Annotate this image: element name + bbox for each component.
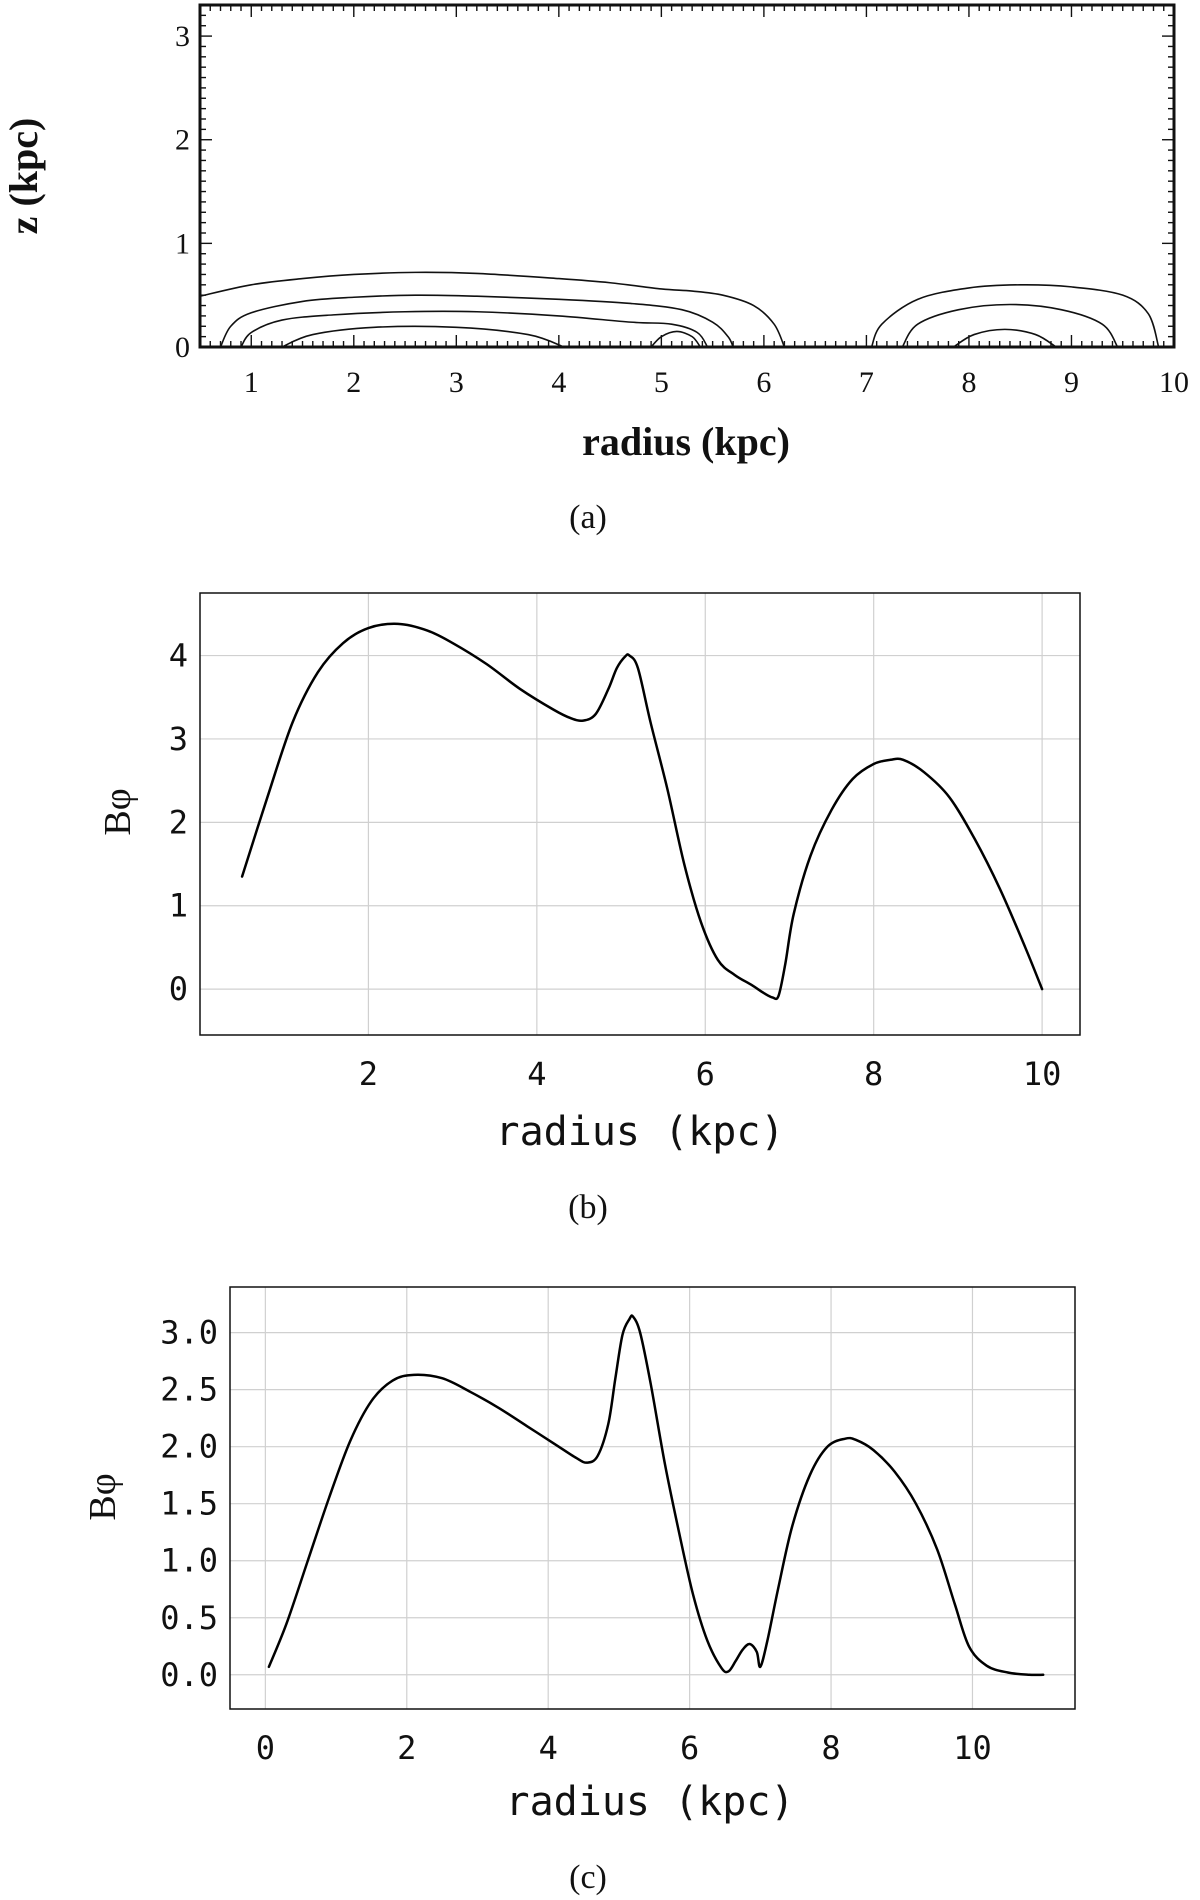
y-tick-label: 1.5: [160, 1485, 218, 1523]
plot-frame: [198, 3, 1176, 349]
y-tick-label: 2.5: [160, 1371, 218, 1409]
grid-lines: [200, 593, 1080, 1035]
plot-frame: [199, 592, 1081, 1036]
series-line: [240, 622, 1044, 1001]
y-tick-label: 1: [175, 227, 190, 260]
y-tick-labels: 0 1 2 3 4: [169, 637, 188, 1009]
x-tick-label: 8: [864, 1055, 883, 1093]
x-tick-label: 4: [527, 1055, 546, 1093]
contour-line: [901, 303, 1119, 348]
x-tick-label: 10: [953, 1729, 992, 1767]
panel-label: (a): [569, 499, 607, 536]
x-tick-labels: 0 2 4 6 8 10: [256, 1729, 992, 1767]
x-tick-label: 3: [449, 366, 464, 399]
y-axis-label: z (kpc): [1, 118, 46, 235]
y-axis-label: Bφ: [97, 788, 139, 835]
x-tick-marks: [209, 5, 1175, 347]
x-tick-labels: 1 2 3 4 5 6 7 8 9 10: [244, 366, 1189, 399]
x-axis-label: radius (kpc): [506, 1779, 795, 1825]
panel-label: (c): [569, 1859, 607, 1896]
plot-frame: [229, 1286, 1076, 1710]
line-chart-panel-c: 0 2 4 6 8 10 0.0 0.5 1.0 1.5 2.0 2.5 3.0…: [82, 1286, 1076, 1896]
x-tick-label: 5: [654, 366, 669, 399]
y-tick-label: 1.0: [160, 1542, 218, 1580]
y-axis-label: Bφ: [82, 1473, 124, 1520]
x-tick-label: 6: [756, 366, 771, 399]
x-tick-label: 6: [680, 1729, 699, 1767]
x-tick-label: 6: [696, 1055, 715, 1093]
y-tick-label: 3: [169, 720, 188, 758]
contour-line: [870, 283, 1160, 348]
y-tick-labels: 0.0 0.5 1.0 1.5 2.0 2.5 3.0: [160, 1314, 218, 1694]
series-line: [267, 1314, 1045, 1677]
y-tick-label: 4: [169, 637, 188, 675]
x-tick-label: 2: [397, 1729, 416, 1767]
x-axis-label: radius (kpc): [582, 419, 790, 464]
x-tick-label: 1: [244, 366, 259, 399]
y-tick-label: 2: [169, 803, 188, 841]
panel-label: (b): [568, 1189, 608, 1226]
y-tick-label: 0.0: [160, 1656, 218, 1694]
x-tick-label: 7: [859, 366, 874, 399]
y-tick-labels: 0 1 2 3: [175, 20, 190, 364]
y-tick-marks: [200, 14, 1174, 348]
grid-lines: [230, 1287, 1075, 1709]
y-tick-label: 2: [175, 124, 190, 157]
x-tick-label: 2: [346, 366, 361, 399]
x-tick-label: 2: [359, 1055, 378, 1093]
contour-line: [650, 330, 701, 348]
x-tick-label: 8: [961, 366, 976, 399]
y-tick-label: 0: [169, 970, 188, 1008]
y-tick-label: 1: [169, 887, 188, 925]
y-tick-label: 3.0: [160, 1314, 218, 1352]
x-tick-label: 8: [821, 1729, 840, 1767]
contour-line: [199, 271, 786, 348]
contour-line: [240, 310, 709, 348]
contour-panel-a: 1 2 3 4 5 6 7 8 9 10 0 1 2 3 radius (kpc…: [1, 3, 1189, 536]
contour-line: [281, 325, 565, 348]
x-tick-label: 10: [1159, 366, 1189, 399]
y-tick-label: 2.0: [160, 1428, 218, 1466]
contour-line: [219, 294, 734, 348]
contour-line: [953, 328, 1057, 348]
x-tick-label: 4: [551, 366, 566, 399]
y-tick-label: 0: [175, 331, 190, 364]
contour-lines: [199, 271, 1160, 348]
x-tick-labels: 2 4 6 8 10: [359, 1055, 1062, 1093]
x-axis-label: radius (kpc): [496, 1109, 785, 1155]
y-tick-label: 0.5: [160, 1599, 218, 1637]
line-chart-panel-b: 2 4 6 8 10 0 1 2 3 4 radius (kpc) Bφ (b): [97, 592, 1081, 1226]
x-tick-label: 10: [1023, 1055, 1062, 1093]
x-tick-label: 0: [256, 1729, 275, 1767]
x-tick-label: 9: [1064, 366, 1079, 399]
y-tick-label: 3: [175, 20, 190, 53]
x-tick-label: 4: [539, 1729, 558, 1767]
